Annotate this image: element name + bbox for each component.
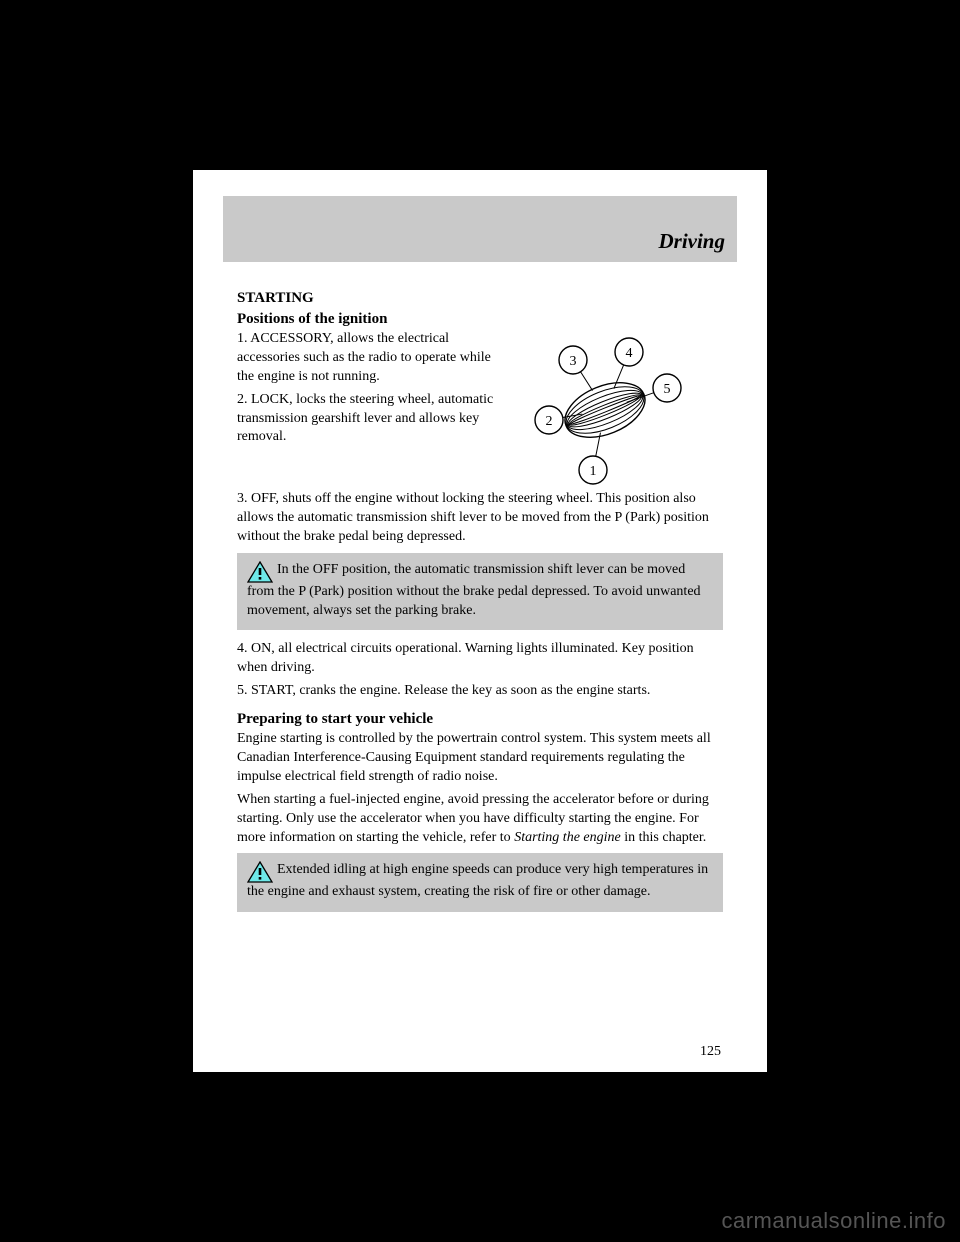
warning-text: Extended idling at high engine speeds ca… <box>247 862 708 899</box>
list-item: 3. OFF, shuts off the engine without loc… <box>237 490 723 547</box>
subsection-heading: Preparing to start your vehicle <box>237 711 723 728</box>
warning-box: Extended idling at high engine speeds ca… <box>237 853 723 912</box>
header-band: Driving <box>223 196 737 262</box>
subsection-heading: Positions of the ignition <box>237 311 723 328</box>
page-title: Driving <box>658 229 725 254</box>
svg-text:1: 1 <box>590 464 597 479</box>
warning-icon <box>247 561 273 583</box>
section-heading: STARTING <box>237 290 723 307</box>
watermark: carmanualsonline.info <box>721 1208 946 1234</box>
manual-page: Driving STARTING Positions of the igniti… <box>193 170 767 1072</box>
svg-text:5: 5 <box>664 382 671 397</box>
warning-icon <box>247 861 273 883</box>
content-area: STARTING Positions of the ignition 1. AC… <box>237 290 723 922</box>
paragraph-text-b: in this chapter. <box>621 830 707 845</box>
italic-reference: Starting the engine <box>514 830 621 845</box>
list-item: 2. LOCK, locks the steering wheel, autom… <box>237 391 497 448</box>
paragraph: When starting a fuel-injected engine, av… <box>237 791 723 848</box>
ignition-diagram: 1 2 3 4 5 <box>507 330 697 490</box>
page-number: 125 <box>700 1044 721 1060</box>
list-item: 1. ACCESSORY, allows the electrical acce… <box>237 330 497 387</box>
intro-text: 1. ACCESSORY, allows the electrical acce… <box>237 330 497 451</box>
svg-text:4: 4 <box>626 346 633 361</box>
list-item: 5. START, cranks the engine. Release the… <box>237 682 723 701</box>
ignition-diagram-svg: 1 2 3 4 5 <box>507 330 697 490</box>
svg-text:3: 3 <box>570 354 577 369</box>
paragraph: Engine starting is controlled by the pow… <box>237 730 723 787</box>
warning-text: In the OFF position, the automatic trans… <box>247 562 701 618</box>
list-item: 4. ON, all electrical circuits operation… <box>237 640 723 678</box>
svg-text:2: 2 <box>546 414 553 429</box>
intro-row: 1. ACCESSORY, allows the electrical acce… <box>237 330 723 490</box>
warning-box: In the OFF position, the automatic trans… <box>237 553 723 631</box>
